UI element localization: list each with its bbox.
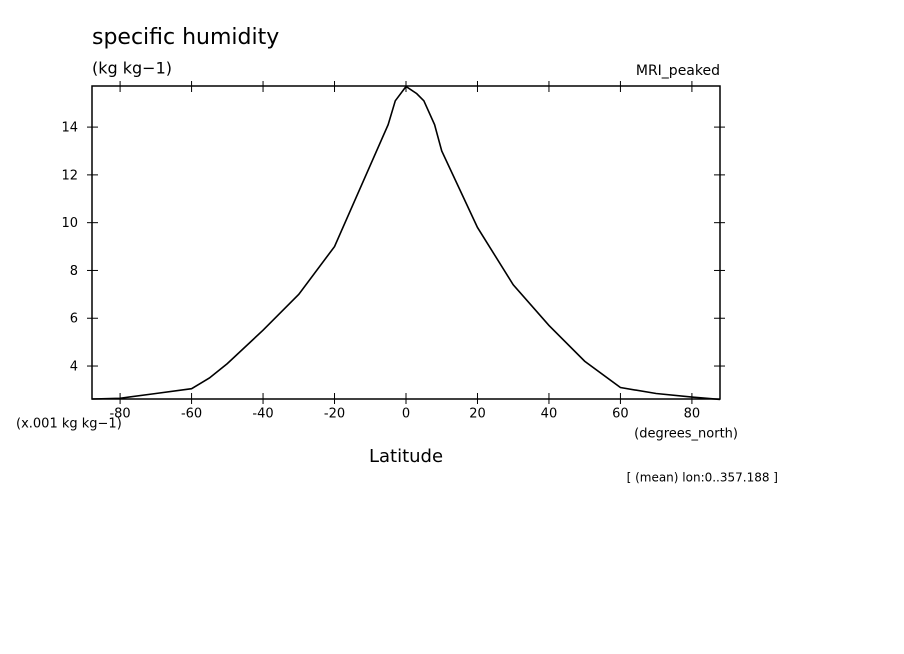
x-tick-label: 60 [612,407,629,422]
x-tick-label: -20 [324,407,345,422]
x-tick-label: -80 [109,407,130,422]
x-units-label: (degrees_north) [634,427,738,442]
y-tick-label: 8 [70,264,78,279]
x-tick-label: -40 [252,407,273,422]
x-tick-label: 0 [402,407,410,422]
plot-frame [91,85,721,400]
x-tick-label: 40 [541,407,558,422]
y-tick-label: 10 [61,216,78,231]
y-tick-label: 14 [61,121,78,136]
y-tick-label: 4 [70,360,78,375]
model-label: MRI_peaked [636,63,720,79]
x-tick-label: 80 [684,407,701,422]
y-scale-label: (x.001 kg kg−1) [16,417,122,432]
chart-title: specific humidity [92,25,279,50]
x-tick-label: -60 [181,407,202,422]
y-tick-label: 12 [61,168,78,183]
note: [ (mean) lon:0..357.188 ] [627,471,778,485]
x-axis-title: Latitude [369,446,443,467]
data-line [91,85,721,401]
units-label: (kg kg−1) [92,59,172,78]
x-tick-label: 20 [469,407,486,422]
y-tick-label: 6 [70,312,78,327]
